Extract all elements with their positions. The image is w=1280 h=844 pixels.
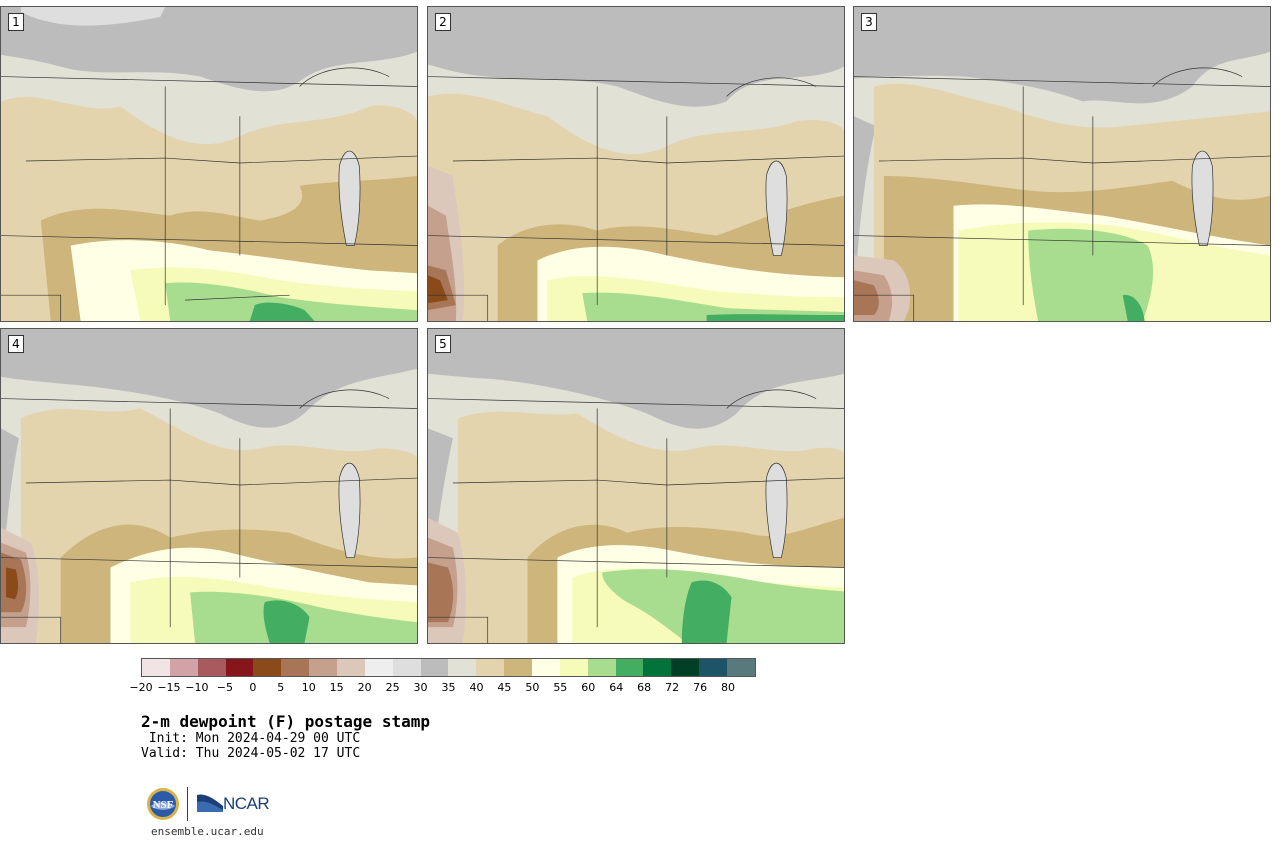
colorbar-swatch [420,659,449,676]
colorbar-tick-label: 0 [249,681,257,694]
dewpoint-colorbar [141,658,756,677]
colorbar-swatch [309,659,338,676]
colorbar-swatch [476,659,505,676]
colorbar-swatch [727,659,755,676]
colorbar-swatch [699,659,728,676]
colorbar-tick-label: −20 [129,681,153,694]
valid-time: Valid: Thu 2024-05-02 17 UTC [141,746,361,761]
colorbar-tick-label: 80 [721,681,736,694]
colorbar-tick-label: 68 [637,681,652,694]
colorbar-tick-label: 35 [441,681,456,694]
postage-stamp-panel-3: 3 [853,6,1271,322]
postage-stamp-panel-4: 4 [0,328,418,644]
dewpoint-map-1 [1,7,417,321]
colorbar-swatch [532,659,560,676]
colorbar-swatch [364,659,393,676]
sponsor-logos: NSF NCAR [144,785,284,825]
colorbar-swatch [225,659,254,676]
title-block: 2-m dewpoint (F) postage stamp Init: Mon… [141,712,430,762]
panel-number-label: 1 [8,13,24,31]
panel-number-label: 2 [435,13,451,31]
colorbar-tick-label: 15 [329,681,344,694]
colorbar-swatch [197,659,226,676]
ncar-logo-text: NCAR [223,794,270,813]
panel-number-label: 5 [435,335,451,353]
nsf-logo-icon: NSF [147,788,179,820]
colorbar-tick-label: 40 [469,681,484,694]
colorbar-swatch [169,659,198,676]
colorbar-tick-label: −10 [185,681,209,694]
dewpoint-map-3 [854,7,1270,321]
colorbar-swatch [643,659,672,676]
colorbar-tick-label: 64 [609,681,624,694]
colorbar-swatch [559,659,588,676]
colorbar-swatch [142,659,170,676]
postage-stamp-panel-1: 1 [0,6,418,322]
ncar-mark-icon [197,794,223,812]
colorbar-tick-label: 30 [413,681,428,694]
colorbar-swatch [587,659,616,676]
colorbar-tick-label: 50 [525,681,540,694]
colorbar-swatch [253,659,282,676]
dewpoint-map-2 [428,7,844,321]
colorbar-tick-label: −15 [157,681,181,694]
colorbar-tick-labels: −20 −15 −10 −5 0 5 10 15 20 25 30 35 40 45 50 55 60 64 68 7… [129,681,756,696]
logo-divider [187,787,188,821]
colorbar-swatch [615,659,644,676]
page-title: 2-m dewpoint (F) postage stamp [141,712,430,731]
panel-number-label: 3 [861,13,877,31]
colorbar-swatch [392,659,421,676]
postage-stamp-panel-2: 2 [427,6,845,322]
colorbar-tick-label: −5 [216,681,233,694]
colorbar-tick-label: 10 [301,681,316,694]
postage-stamp-panel-5: 5 [427,328,845,644]
colorbar-tick-label: 60 [581,681,596,694]
site-url: ensemble.ucar.edu [151,825,264,838]
colorbar-swatch [337,659,365,676]
nsf-logo-text: NSF [153,799,174,811]
colorbar-tick-label: 5 [277,681,285,694]
colorbar-swatch [448,659,477,676]
dewpoint-map-5 [428,329,844,643]
colorbar-swatch [671,659,700,676]
colorbar-tick-label: 45 [497,681,512,694]
colorbar-swatch [504,659,533,676]
colorbar-tick-label: 55 [553,681,568,694]
colorbar-tick-label: 76 [693,681,708,694]
colorbar-tick-label: 20 [357,681,372,694]
colorbar-tick-label: 72 [665,681,680,694]
init-time: Init: Mon 2024-04-29 00 UTC [141,731,361,746]
panel-number-label: 4 [8,335,24,353]
colorbar-swatch [281,659,310,676]
dewpoint-map-4 [1,329,417,643]
colorbar-tick-label: 25 [385,681,400,694]
